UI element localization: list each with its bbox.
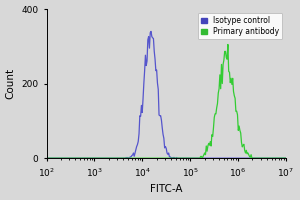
X-axis label: FITC-A: FITC-A bbox=[150, 184, 182, 194]
Legend: Isotype control, Primary antibody: Isotype control, Primary antibody bbox=[198, 13, 282, 39]
Y-axis label: Count: Count bbox=[6, 68, 16, 99]
